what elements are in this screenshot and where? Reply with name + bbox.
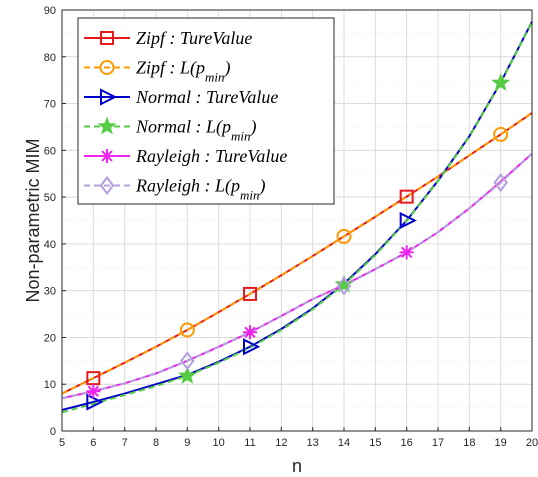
legend-item: Rayleigh : L(pmin): [84, 175, 265, 203]
legend: Zipf : TureValue Zipf : L(pmin)Normal : T…: [77, 17, 335, 205]
y-tick-label: 10: [44, 379, 56, 391]
series-line-3: [61, 21, 533, 414]
legend-item: Zipf : L(pmin): [84, 58, 231, 85]
legend-marker: [100, 88, 118, 106]
x-axis-label: n: [292, 456, 302, 476]
x-axis-ticks: 5 6 7 8 9 10 11 12 13 14 15 16 17 18 19 20: [59, 427, 538, 449]
legend-marker: [100, 31, 114, 45]
y-tick-label: 50: [44, 192, 56, 204]
data-point-0: [86, 371, 101, 386]
legend-label: Zipf : TureValue: [136, 28, 252, 48]
data-point-3: [177, 365, 197, 384]
data-point-5: [180, 351, 195, 371]
legend-label: Rayleigh : L(pmin): [135, 176, 265, 203]
series-lines: [61, 21, 533, 414]
data-point-2: [86, 393, 104, 411]
x-tick-label: 17: [432, 437, 444, 449]
legend-marker: [99, 175, 115, 196]
series-markers: [86, 73, 511, 411]
legend-label: Normal : L(pmin): [135, 117, 257, 144]
y-tick-label: 90: [44, 5, 56, 17]
legend-item: Normal : L(pmin): [84, 116, 257, 144]
x-tick-label: 8: [153, 437, 159, 449]
data-point-2: [399, 211, 417, 230]
x-tick-label: 16: [401, 437, 413, 449]
x-tick-label: 7: [122, 437, 128, 449]
data-point-1: [493, 126, 509, 142]
legend-item: Rayleigh : TureValue: [84, 146, 287, 166]
data-point-0: [243, 286, 257, 301]
x-tick-label: 15: [369, 437, 381, 449]
legend-item: Normal : TureValue: [84, 87, 278, 107]
legend-marker: [97, 116, 117, 135]
y-tick-label: 0: [50, 426, 56, 438]
x-tick-label: 13: [307, 437, 319, 449]
y-tick-label: 20: [44, 332, 56, 344]
legend-marker: [99, 60, 115, 75]
series-line-1: [61, 112, 533, 395]
legend-marker: [100, 149, 114, 163]
y-tick-label: 60: [44, 145, 56, 157]
series-line-5: [61, 152, 533, 400]
x-tick-label: 11: [244, 437, 255, 449]
x-tick-label: 5: [59, 437, 65, 449]
y-tick-label: 30: [44, 286, 56, 298]
data-point-0: [399, 189, 414, 204]
data-point-1: [336, 228, 352, 244]
x-tick-label: 18: [463, 437, 475, 449]
data-point-5: [336, 276, 352, 296]
y-tick-label: 70: [44, 99, 56, 111]
legend-item: Zipf : TureValue: [84, 28, 252, 48]
data-point-5: [493, 172, 508, 193]
y-axis-label: Non-parametric MIM: [23, 138, 43, 302]
legend-label: Rayleigh : TureValue: [135, 146, 287, 166]
y-tick-label: 80: [44, 52, 56, 64]
x-tick-label: 14: [338, 437, 350, 449]
data-point-4: [243, 325, 257, 340]
y-tick-label: 40: [44, 239, 56, 251]
data-point-1: [179, 322, 195, 338]
y-axis-ticks: 0 10 20 30 40 50 60 70 80 90: [44, 5, 66, 438]
x-tick-label: 19: [495, 437, 507, 449]
data-point-4: [399, 245, 414, 260]
legend-label: Zipf : L(pmin): [136, 58, 231, 85]
x-tick-label: 9: [184, 437, 190, 449]
x-tick-label: 20: [526, 437, 538, 449]
data-point-3: [491, 73, 511, 91]
plot-frame: [61, 9, 533, 432]
x-tick-label: 10: [213, 437, 225, 449]
x-tick-label: 6: [90, 437, 96, 449]
legend-label: Normal : TureValue: [135, 87, 278, 107]
x-tick-label: 12: [275, 437, 287, 449]
data-point-3: [334, 274, 354, 293]
data-point-2: [243, 338, 261, 356]
legend-box: [77, 17, 335, 205]
data-point-4: [86, 384, 101, 399]
